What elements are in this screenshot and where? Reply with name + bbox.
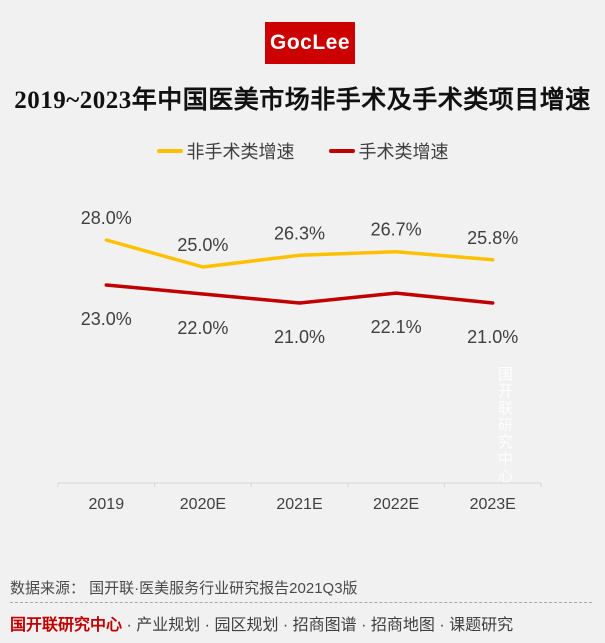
- logo-text: GocLee: [269, 31, 351, 54]
- data-label: 28.0%: [81, 208, 132, 228]
- footer: 国开联研究中心 · 产业规划 · 园区规划 · 招商图谱 · 招商地图 · 课题…: [10, 611, 595, 635]
- data-label: 25.0%: [177, 235, 228, 255]
- series-line: [104, 283, 495, 305]
- data-label: 26.3%: [274, 223, 325, 243]
- data-source-note: 数据来源： 国开联·医美服务行业研究报告2021Q3版: [10, 580, 358, 597]
- data-label: 22.1%: [371, 317, 422, 337]
- chart-legend: 非手术类增速 手术类增速: [0, 138, 605, 164]
- legend-swatch-yellow: [156, 149, 183, 153]
- growth-line-chart: 2019 2020E 2021E 2022E 2023E 28.0% 25.0% 26.3% 2…: [57, 208, 542, 513]
- footer-brand: 国开联研究中心: [10, 617, 123, 634]
- data-label: 25.8%: [467, 228, 518, 248]
- data-label: 23.0%: [81, 309, 132, 329]
- x-axis-label: 2023E: [470, 496, 516, 513]
- x-axis-label: 2020E: [180, 496, 226, 513]
- data-label: 26.7%: [371, 220, 422, 240]
- legend-label: 手术类增速: [358, 142, 449, 162]
- goclee-logo: GocLee: [265, 22, 355, 64]
- legend-swatch-red: [328, 149, 355, 153]
- series-line: [104, 238, 495, 269]
- data-label: 21.0%: [274, 327, 325, 347]
- x-axis-label: 2021E: [276, 496, 322, 513]
- legend-label: 非手术类增速: [186, 142, 295, 162]
- footer-tagline: · 产业规划 · 园区规划 · 招商图谱 · 招商地图 · 课题研究: [122, 617, 514, 634]
- legend-item-nonsurgical: 非手术类增速: [156, 138, 295, 164]
- x-axis-label: 2022E: [373, 496, 419, 513]
- legend-item-surgical: 手术类增速: [328, 138, 449, 164]
- footer-divider: [10, 602, 592, 603]
- x-axis-label: 2019: [89, 496, 125, 513]
- data-label: 21.0%: [467, 327, 518, 347]
- chart-title: 2019~2023年中国医美市场非手术及手术类项目增速: [14, 87, 591, 114]
- data-label: 22.0%: [177, 318, 228, 338]
